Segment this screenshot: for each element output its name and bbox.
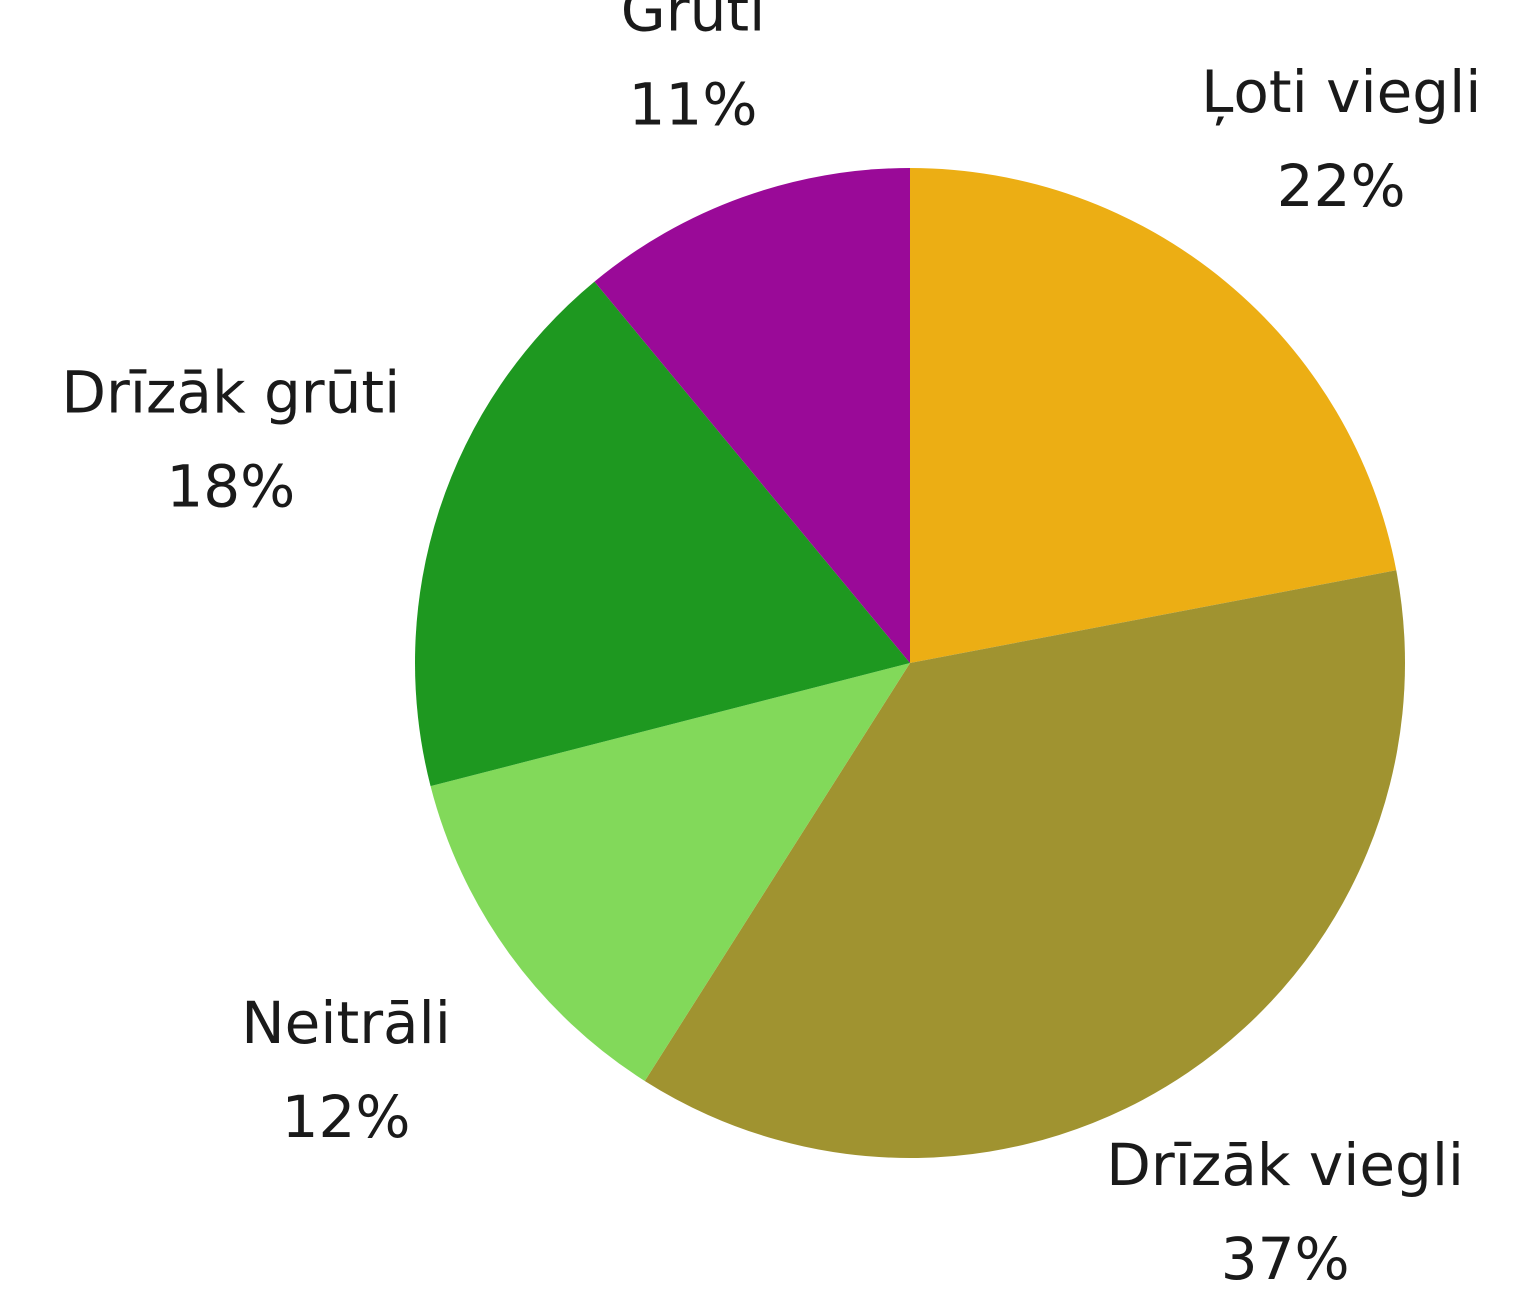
slice-value-label: 12% <box>282 1083 411 1151</box>
pie-slice <box>910 168 1397 663</box>
slice-label: Ļoti viegli <box>1201 58 1481 126</box>
slice-label: Drīzāk grūti <box>61 358 400 426</box>
slice-label: Grūti <box>621 0 765 44</box>
pie-slice <box>430 663 910 1081</box>
pie-slice <box>594 168 910 663</box>
slice-value-label: 37% <box>1221 1225 1350 1293</box>
slice-value-label: 18% <box>166 452 295 520</box>
slice-value-label: 22% <box>1277 152 1406 220</box>
slice-label: Drīzāk viegli <box>1106 1131 1464 1199</box>
slice-value-label: 11% <box>629 70 758 138</box>
pie-slice <box>415 281 910 787</box>
pie-slice <box>644 570 1405 1159</box>
slice-label: Neitrāli <box>241 989 451 1057</box>
